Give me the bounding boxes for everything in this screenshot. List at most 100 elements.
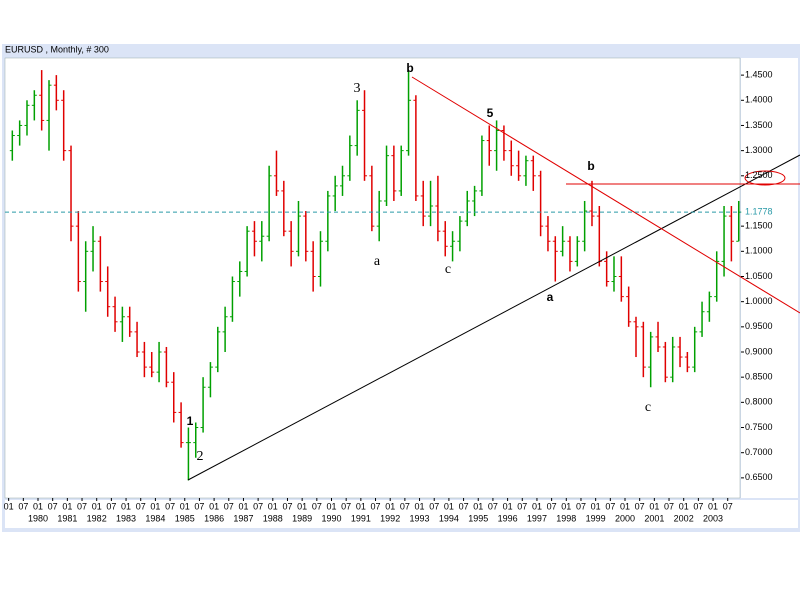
wave-label: a bbox=[374, 254, 381, 269]
x-tick-label: 01 bbox=[268, 501, 278, 511]
chart-title: EURUSD , Monthly, # 300 bbox=[5, 44, 109, 54]
y-tick-label: 0.8000 bbox=[745, 397, 773, 407]
x-tick-label: 01 bbox=[561, 501, 571, 511]
year-label: 1987 bbox=[233, 513, 253, 523]
wave-label: a bbox=[547, 290, 554, 304]
year-label: 1981 bbox=[57, 513, 77, 523]
x-tick-label: 01 bbox=[297, 501, 307, 511]
bars bbox=[9, 70, 742, 481]
x-tick-label: 07 bbox=[194, 501, 204, 511]
y-tick-label: 1.3500 bbox=[745, 120, 773, 130]
plot-area bbox=[4, 57, 741, 499]
wave-label: b bbox=[406, 61, 413, 75]
year-label: 1996 bbox=[498, 513, 518, 523]
wave-label: 1 bbox=[187, 414, 194, 428]
x-tick-label: 01 bbox=[591, 501, 601, 511]
year-label: 2000 bbox=[615, 513, 635, 523]
x-tick-label: 01 bbox=[708, 501, 718, 511]
wave-label: 2 bbox=[197, 449, 204, 464]
x-tick-label: 01 bbox=[121, 501, 131, 511]
x-tick-label: 01 bbox=[150, 501, 160, 511]
x-tick-label: 07 bbox=[693, 501, 703, 511]
year-label: 1992 bbox=[380, 513, 400, 523]
x-tick-label: 01 bbox=[679, 501, 689, 511]
x-tick-label: 07 bbox=[136, 501, 146, 511]
price-axis-panel bbox=[741, 58, 798, 498]
x-tick-label: 07 bbox=[253, 501, 263, 511]
x-tick-label: 07 bbox=[429, 501, 439, 511]
year-label: 2003 bbox=[703, 513, 723, 523]
y-tick-label: 0.8500 bbox=[745, 372, 773, 382]
x-tick-label: 01 bbox=[33, 501, 43, 511]
year-label: 1998 bbox=[556, 513, 576, 523]
year-label: 1999 bbox=[586, 513, 606, 523]
year-label: 1985 bbox=[175, 513, 195, 523]
year-label: 1991 bbox=[351, 513, 371, 523]
y-tick-label: 1.2500 bbox=[745, 170, 773, 180]
year-label: 2002 bbox=[674, 513, 694, 523]
y-tick-label: 1.1500 bbox=[745, 221, 773, 231]
x-tick-label: 01 bbox=[415, 501, 425, 511]
x-tick-label: 01 bbox=[209, 501, 219, 511]
x-tick-label: 07 bbox=[605, 501, 615, 511]
year-label: 1983 bbox=[116, 513, 136, 523]
x-tick-label: 07 bbox=[18, 501, 28, 511]
year-label: 1993 bbox=[410, 513, 430, 523]
y-tick-label: 0.7000 bbox=[745, 447, 773, 457]
trend-line bbox=[187, 154, 800, 481]
x-tick-label: 07 bbox=[312, 501, 322, 511]
y-tick-label: 0.6500 bbox=[745, 472, 773, 482]
last-price-label: 1.1778 bbox=[745, 207, 773, 217]
x-tick-label: 01 bbox=[356, 501, 366, 511]
x-tick-label: 07 bbox=[400, 501, 410, 511]
year-label: 1994 bbox=[439, 513, 459, 523]
x-tick-label: 01 bbox=[620, 501, 630, 511]
x-tick-label: 01 bbox=[92, 501, 102, 511]
wave-label: 3 bbox=[354, 81, 361, 96]
year-label: 1980 bbox=[28, 513, 48, 523]
x-tick-label: 01 bbox=[180, 501, 190, 511]
year-label: 1995 bbox=[468, 513, 488, 523]
year-label: 2001 bbox=[644, 513, 664, 523]
x-tick-label: 01 bbox=[503, 501, 513, 511]
x-tick-label: 01 bbox=[444, 501, 454, 511]
x-tick-label: 07 bbox=[723, 501, 733, 511]
year-label: 1997 bbox=[527, 513, 547, 523]
x-tick-label: 01 bbox=[473, 501, 483, 511]
year-label: 1984 bbox=[145, 513, 165, 523]
x-tick-label: 07 bbox=[341, 501, 351, 511]
wave-label: c bbox=[445, 262, 451, 277]
trend-line bbox=[411, 76, 800, 314]
y-tick-label: 1.1000 bbox=[745, 246, 773, 256]
y-tick-label: 1.0000 bbox=[745, 296, 773, 306]
year-label: 1989 bbox=[292, 513, 312, 523]
y-tick-label: 1.4500 bbox=[745, 69, 773, 79]
x-tick-label: 07 bbox=[48, 501, 58, 511]
time-axis-panel bbox=[5, 500, 798, 528]
y-tick-label: 0.9500 bbox=[745, 321, 773, 331]
wave-label: 5 bbox=[487, 106, 494, 120]
x-tick-label: 01 bbox=[62, 501, 72, 511]
x-tick-label: 07 bbox=[165, 501, 175, 511]
x-tick-label: 01 bbox=[238, 501, 248, 511]
year-label: 1988 bbox=[263, 513, 283, 523]
x-tick-label: 07 bbox=[547, 501, 557, 511]
year-label: 1990 bbox=[321, 513, 341, 523]
x-tick-label: 07 bbox=[106, 501, 116, 511]
x-tick-label: 07 bbox=[517, 501, 527, 511]
y-tick-label: 1.0500 bbox=[745, 271, 773, 281]
x-tick-label: 07 bbox=[488, 501, 498, 511]
x-tick-label: 01 bbox=[4, 501, 14, 511]
year-label: 1982 bbox=[87, 513, 107, 523]
x-tick-label: 01 bbox=[532, 501, 542, 511]
year-label: 1986 bbox=[204, 513, 224, 523]
y-tick-label: 1.3000 bbox=[745, 145, 773, 155]
x-tick-label: 01 bbox=[385, 501, 395, 511]
x-tick-label: 07 bbox=[459, 501, 469, 511]
highlight-ellipse bbox=[744, 170, 786, 186]
x-tick-label: 07 bbox=[371, 501, 381, 511]
x-tick-label: 07 bbox=[635, 501, 645, 511]
wave-label: b bbox=[587, 159, 594, 173]
